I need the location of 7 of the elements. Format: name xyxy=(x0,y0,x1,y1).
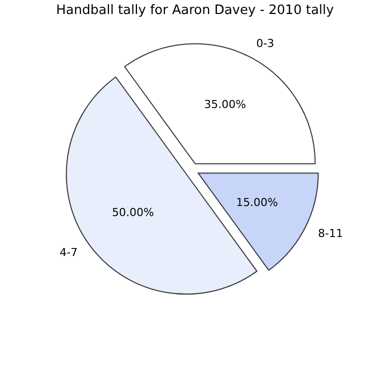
data-label: 15.00% xyxy=(236,196,278,210)
chart-title: Handball tally for Aaron Davey - 2010 tally xyxy=(56,3,334,18)
data-label: 35.00% xyxy=(204,98,246,111)
slice-label: 0-3 xyxy=(256,37,274,50)
slice-label: 4-7 xyxy=(60,246,78,260)
slice-label: 8-11 xyxy=(318,227,343,240)
data-label: 50.00% xyxy=(112,206,154,219)
